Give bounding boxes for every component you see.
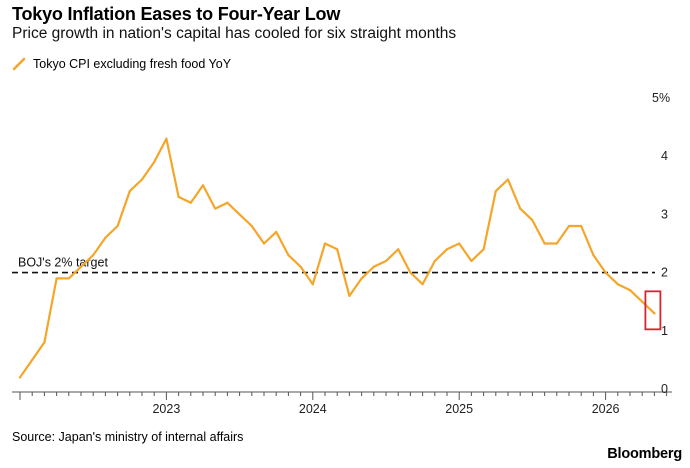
data-point-2025-08 bbox=[543, 242, 546, 245]
data-point-2022-04 bbox=[55, 277, 58, 280]
y-tick-label-3: 3 bbox=[661, 207, 668, 221]
data-point-2025-04 bbox=[494, 190, 497, 193]
data-point-2026-05 bbox=[653, 312, 656, 315]
data-point-2023-11 bbox=[287, 254, 290, 257]
data-point-2025-03 bbox=[482, 248, 485, 251]
data-point-2022-07 bbox=[92, 254, 95, 257]
series-points bbox=[18, 137, 656, 379]
data-point-2025-05 bbox=[506, 178, 510, 181]
data-point-2024-09 bbox=[409, 271, 412, 274]
y-tick-label-4: 4 bbox=[661, 149, 668, 163]
data-point-2022-08 bbox=[104, 236, 107, 239]
data-point-2022-09 bbox=[116, 224, 119, 228]
data-point-2024-06 bbox=[372, 265, 375, 268]
data-point-2022-11 bbox=[140, 178, 144, 181]
data-point-2024-05 bbox=[360, 277, 363, 280]
data-point-2022-10 bbox=[128, 190, 131, 193]
x-axis-ticks: 2023 2024 2025 2026 bbox=[19, 392, 668, 416]
data-point-2025-10 bbox=[567, 224, 571, 228]
legend: Tokyo CPI excluding fresh food YoY bbox=[12, 57, 231, 71]
data-point-2023-05 bbox=[214, 207, 217, 210]
data-point-2025-12 bbox=[592, 254, 595, 257]
x-tick-label-2023: 2023 bbox=[152, 402, 180, 416]
target-reference-label: BOJ's 2% target bbox=[18, 256, 108, 270]
source-note: Source: Japan's ministry of internal aff… bbox=[12, 430, 244, 444]
data-point-2024-01 bbox=[311, 283, 314, 286]
data-point-2023-07 bbox=[238, 213, 241, 216]
x-tick-label-2024: 2024 bbox=[299, 402, 327, 416]
data-point-2023-03 bbox=[189, 201, 192, 204]
latest-reading-highlight bbox=[644, 290, 662, 331]
data-point-2023-09 bbox=[262, 242, 266, 245]
data-point-2024-07 bbox=[384, 259, 388, 263]
data-point-2023-01 bbox=[165, 137, 168, 140]
series-line-tokyo-cpi bbox=[18, 137, 656, 379]
data-point-2023-10 bbox=[275, 230, 278, 233]
data-point-2024-03 bbox=[336, 248, 339, 251]
data-point-2022-06 bbox=[79, 265, 83, 268]
data-point-2023-06 bbox=[226, 201, 229, 204]
data-point-2025-06 bbox=[519, 207, 522, 210]
y-tick-label-0: 0 bbox=[661, 382, 668, 396]
data-point-2025-09 bbox=[555, 242, 558, 245]
data-point-2024-02 bbox=[323, 242, 327, 245]
data-point-2024-04 bbox=[348, 294, 351, 297]
data-point-2024-08 bbox=[397, 248, 400, 251]
data-point-2022-03 bbox=[43, 341, 46, 344]
data-point-2025-11 bbox=[580, 224, 583, 228]
data-point-2025-07 bbox=[531, 219, 534, 222]
data-point-2026-02 bbox=[616, 283, 619, 286]
bloomberg-logo: Bloomberg bbox=[607, 446, 682, 462]
y-axis-labels: 0 1 2 3 4 5% bbox=[652, 91, 670, 396]
data-point-2026-04 bbox=[641, 300, 644, 303]
data-point-2026-03 bbox=[628, 288, 632, 292]
x-tick-label-2026: 2026 bbox=[592, 402, 620, 416]
chart-subtitle: Price growth in nation's capital has coo… bbox=[12, 25, 457, 42]
data-point-2024-12 bbox=[445, 248, 449, 251]
chart-title: Tokyo Inflation Eases to Four-Year Low bbox=[12, 4, 341, 24]
data-point-2023-02 bbox=[177, 195, 180, 199]
data-point-2023-04 bbox=[201, 184, 205, 187]
data-point-2025-02 bbox=[470, 259, 473, 263]
data-point-2022-12 bbox=[153, 160, 156, 164]
data-point-2022-05 bbox=[67, 277, 70, 280]
data-point-2026-01 bbox=[604, 271, 607, 274]
y-tick-label-1: 1 bbox=[661, 324, 668, 338]
legend-line-icon bbox=[12, 57, 26, 71]
y-tick-label-5: 5% bbox=[652, 91, 670, 105]
data-point-2023-08 bbox=[250, 224, 253, 228]
data-point-2025-01 bbox=[458, 242, 461, 245]
legend-label: Tokyo CPI excluding fresh food YoY bbox=[33, 57, 232, 71]
data-point-2023-12 bbox=[299, 265, 302, 268]
data-point-2022-02 bbox=[31, 358, 34, 361]
x-tick-label-2025: 2025 bbox=[445, 402, 473, 416]
data-point-2024-10 bbox=[421, 283, 424, 286]
y-tick-label-2: 2 bbox=[661, 266, 668, 280]
data-point-2022-01 bbox=[18, 376, 22, 379]
data-point-2024-11 bbox=[433, 259, 436, 263]
